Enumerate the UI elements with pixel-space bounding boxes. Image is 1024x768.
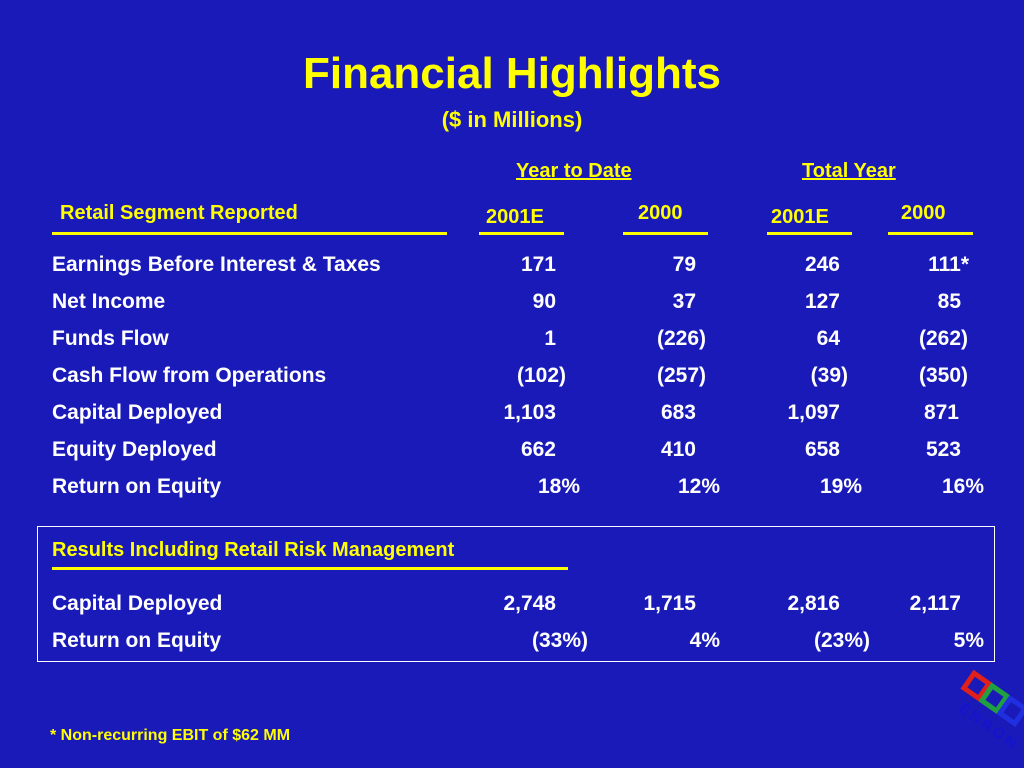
- table-cell: 2,816: [787, 592, 840, 615]
- ytd-2000-header: 2000: [638, 202, 683, 224]
- table-cell: 111*: [928, 253, 969, 276]
- retail-segment-header: Retail Segment Reported: [60, 202, 298, 224]
- row-label-equity-deployed: Equity Deployed: [52, 438, 217, 461]
- ytd-2001e-underline: [479, 232, 564, 235]
- table-cell: (257): [656, 364, 706, 387]
- table-cell: (350): [918, 364, 968, 387]
- table-cell: 171: [520, 253, 556, 276]
- row-label-capital-deployed: Capital Deployed: [52, 401, 223, 424]
- enron-logo: ENRON: [956, 669, 1024, 754]
- table-cell: 1,097: [787, 401, 840, 424]
- table-cell: (33%): [531, 629, 588, 652]
- row-label-risk-capital-deployed: Capital Deployed: [52, 592, 223, 615]
- table-cell: 658: [804, 438, 840, 461]
- year-to-date-header: Year to Date: [516, 160, 632, 182]
- table-cell: 19%: [819, 475, 862, 498]
- page-title: Financial Highlights: [302, 49, 722, 98]
- table-cell: 683: [660, 401, 696, 424]
- risk-management-header: Results Including Retail Risk Management: [52, 539, 455, 561]
- table-cell: 5%: [953, 629, 984, 652]
- table-cell: 90: [532, 290, 556, 313]
- total-2001e-header: 2001E: [771, 206, 829, 228]
- ytd-2000-underline: [623, 232, 708, 235]
- table-cell: (262): [918, 327, 968, 350]
- ytd-2001e-header: 2001E: [486, 206, 544, 228]
- table-cell: 16%: [941, 475, 984, 498]
- risk-management-underline: [52, 567, 568, 570]
- table-cell: 1,715: [643, 592, 696, 615]
- table-cell: 127: [804, 290, 840, 313]
- table-cell: (39): [810, 364, 848, 387]
- row-label-return-on-equity: Return on Equity: [52, 475, 222, 498]
- row-label-risk-return-on-equity: Return on Equity: [52, 629, 222, 652]
- row-label-ebit: Earnings Before Interest & Taxes: [52, 253, 381, 276]
- table-cell: (226): [656, 327, 706, 350]
- table-cell: 18%: [537, 475, 580, 498]
- table-cell: 2,117: [909, 592, 961, 615]
- row-label-funds-flow: Funds Flow: [52, 327, 169, 350]
- segment-underline: [52, 232, 447, 235]
- table-cell: 85: [937, 290, 961, 313]
- risk-management-box: [37, 526, 995, 662]
- table-cell: 523: [925, 438, 961, 461]
- table-cell: (23%): [813, 629, 870, 652]
- row-label-net-income: Net Income: [52, 290, 166, 313]
- table-cell: 4%: [689, 629, 720, 652]
- table-cell: 37: [672, 290, 696, 313]
- table-cell: 12%: [677, 475, 720, 498]
- table-cell: 1,103: [503, 401, 556, 424]
- footnote: * Non-recurring EBIT of $62 MM: [50, 727, 291, 744]
- table-cell: 662: [520, 438, 556, 461]
- table-cell: 871: [923, 401, 959, 424]
- total-2000-underline: [888, 232, 973, 235]
- table-cell: 79: [672, 253, 696, 276]
- table-cell: (102): [516, 364, 566, 387]
- table-cell: 410: [660, 438, 696, 461]
- row-label-cash-flow-operations: Cash Flow from Operations: [52, 364, 327, 387]
- table-cell: 1: [544, 327, 556, 350]
- total-2000-header: 2000: [901, 202, 946, 224]
- table-cell: 246: [804, 253, 840, 276]
- page-subtitle: ($ in Millions): [441, 107, 583, 132]
- table-cell: 2,748: [503, 592, 556, 615]
- total-2001e-underline: [767, 232, 852, 235]
- table-cell: 64: [816, 327, 840, 350]
- total-year-header: Total Year: [802, 160, 896, 182]
